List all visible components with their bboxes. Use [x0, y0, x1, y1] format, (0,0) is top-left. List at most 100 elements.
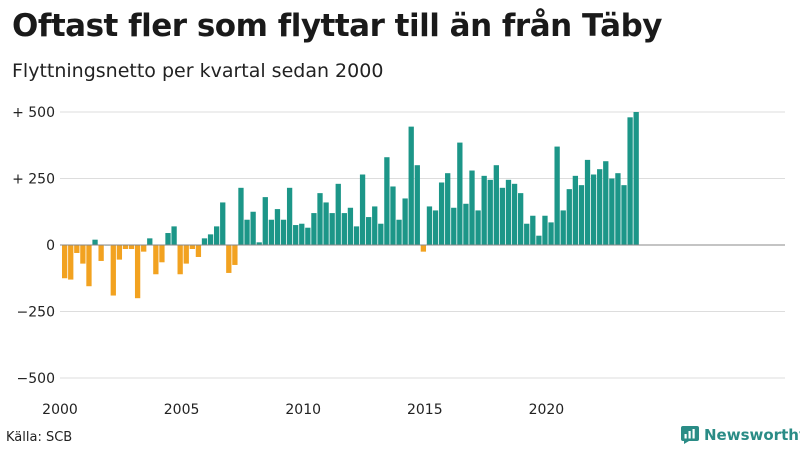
- gridlines: [60, 111, 785, 379]
- bar: [147, 238, 153, 245]
- bar: [390, 186, 396, 245]
- bar: [116, 245, 123, 260]
- bar: [165, 233, 171, 245]
- bar: [262, 197, 268, 245]
- bar: [566, 189, 572, 245]
- bar: [98, 245, 104, 261]
- bar: [153, 245, 159, 275]
- bar: [536, 235, 542, 245]
- bar: [256, 242, 262, 245]
- bar: [183, 245, 189, 264]
- bar: [475, 210, 481, 245]
- bar: [499, 187, 506, 245]
- bar: [329, 213, 335, 245]
- bar: [214, 226, 220, 245]
- bar: [293, 225, 299, 245]
- bar: [493, 165, 499, 245]
- bar: [359, 174, 366, 245]
- bar: [378, 223, 384, 245]
- bar: [451, 207, 457, 245]
- bar: [74, 245, 80, 253]
- bar: [457, 142, 463, 245]
- bar: [220, 202, 226, 245]
- bar: [420, 245, 427, 252]
- bar: [505, 179, 512, 245]
- bar: [68, 245, 74, 280]
- bar: [250, 211, 256, 245]
- bar: [603, 161, 609, 245]
- bar: [128, 245, 135, 249]
- bar: [317, 193, 323, 245]
- bar: [469, 170, 475, 245]
- x-tick-label: 2005: [164, 402, 200, 418]
- bar: [201, 238, 208, 245]
- bar: [134, 245, 141, 299]
- bar: [445, 173, 451, 245]
- bar: [590, 174, 597, 245]
- bar: [621, 185, 627, 245]
- bar: [207, 234, 214, 245]
- bar: [177, 245, 183, 275]
- bar: [615, 173, 621, 245]
- bar: [518, 193, 524, 245]
- bar: [238, 187, 244, 245]
- bar: [171, 226, 177, 245]
- bar: [299, 223, 305, 245]
- x-tick-label: 2010: [285, 402, 321, 418]
- bar: [627, 117, 633, 245]
- bar: [226, 245, 232, 273]
- bar: [268, 219, 275, 245]
- bar: [372, 206, 378, 245]
- bar: [274, 209, 281, 245]
- bar: [305, 227, 311, 245]
- x-tick-label: 2020: [529, 402, 565, 418]
- source-note: Källa: SCB: [6, 430, 73, 445]
- bar: [511, 183, 518, 245]
- brand-name: Newsworthy: [704, 426, 800, 444]
- bar: [335, 183, 341, 245]
- x-tick-label: 2015: [407, 402, 443, 418]
- bar: [584, 159, 591, 245]
- bar: [548, 222, 554, 245]
- bar: [141, 245, 147, 252]
- bar: [311, 213, 317, 245]
- bar: [438, 182, 445, 245]
- bar: [195, 245, 202, 257]
- y-tick-label: + 250: [12, 172, 55, 188]
- y-tick-label: 0: [46, 238, 55, 254]
- bar: [432, 210, 439, 245]
- bar: [481, 175, 487, 245]
- bar: [560, 210, 566, 245]
- bar: [341, 213, 347, 245]
- bar: [86, 245, 92, 287]
- bar: [633, 112, 639, 245]
- bar: [463, 203, 469, 245]
- newsworthy-icon: [681, 426, 699, 444]
- y-tick-label: + 500: [12, 105, 55, 121]
- bar: [408, 126, 414, 245]
- bar: [414, 165, 420, 245]
- bar: [597, 169, 603, 245]
- bar: [232, 245, 238, 265]
- bar: [542, 215, 548, 245]
- bar: [286, 187, 293, 245]
- bar: [366, 217, 372, 245]
- x-tick-label: 2000: [42, 402, 78, 418]
- bar: [189, 245, 195, 249]
- bar: [62, 245, 68, 279]
- bar: [487, 179, 493, 245]
- bar: [402, 198, 408, 245]
- bar: [572, 175, 579, 245]
- bar: [396, 219, 402, 245]
- bar: [384, 157, 390, 245]
- bar: [110, 245, 116, 296]
- y-tick-label: −500: [17, 371, 55, 387]
- bar: [347, 207, 354, 245]
- bar: [323, 202, 329, 245]
- bar: [609, 178, 615, 245]
- bar: [530, 215, 536, 245]
- y-axis-ticks: + 500 + 250 0 −250 −500: [12, 105, 55, 387]
- chart-title: Oftast fler som flyttar till än från Täb…: [12, 8, 662, 44]
- bar: [244, 219, 250, 245]
